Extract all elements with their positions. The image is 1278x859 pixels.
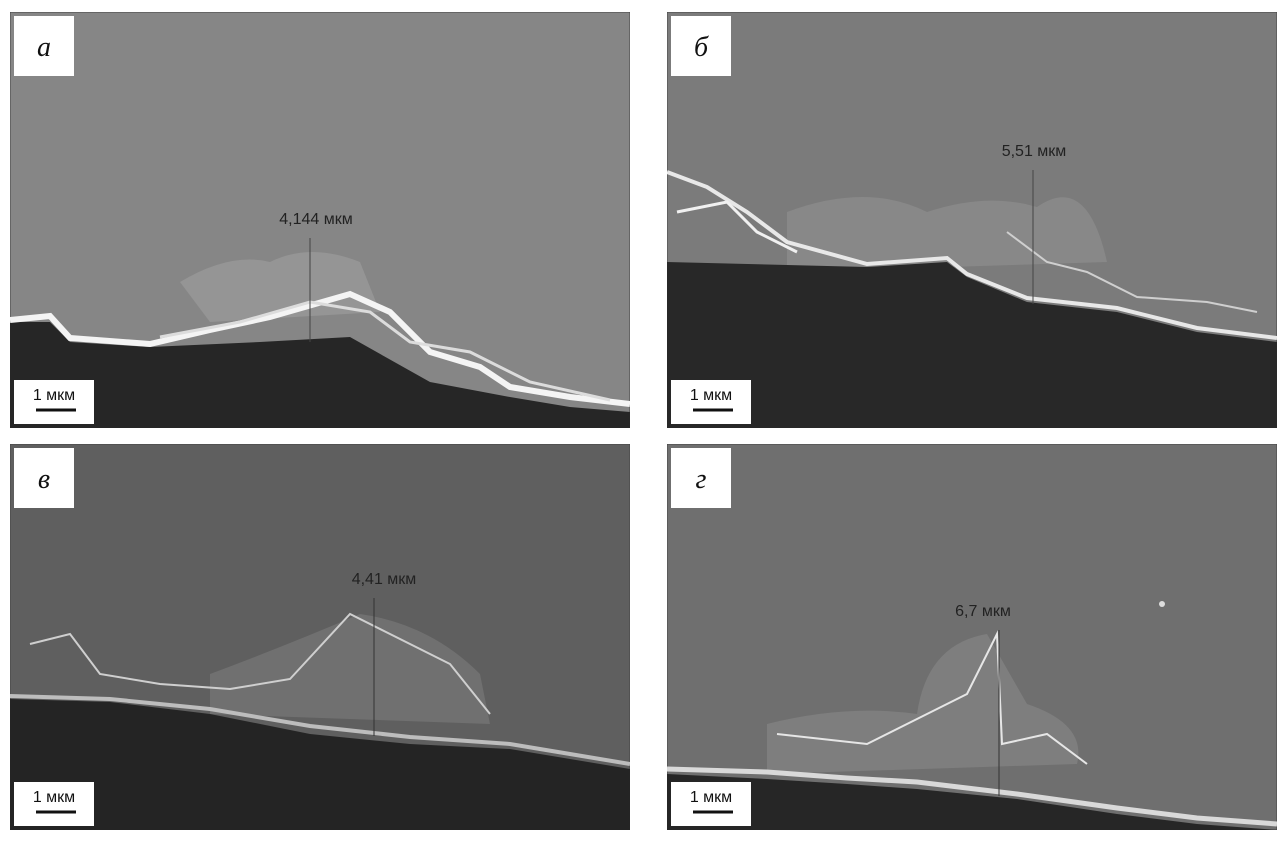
micrograph-b: 5,51 мкм б 1 мкм <box>667 12 1277 428</box>
layer <box>787 197 1107 272</box>
micrograph-a: 4,144 мкм а 1 мкм <box>10 12 630 428</box>
measurement: 4,144 мкм <box>279 211 352 228</box>
panel-label: в <box>38 464 50 495</box>
panel-label: б <box>694 32 709 63</box>
micrograph-c: 4,41 мкм в 1 мкм <box>10 444 630 830</box>
scale-text: 1 мкм <box>33 387 75 404</box>
measurement: 6,7 мкм <box>955 603 1011 620</box>
measurement: 5,51 мкм <box>1002 143 1067 160</box>
particle <box>1159 601 1165 607</box>
panel-label: г <box>696 464 707 495</box>
scale-text: 1 мкм <box>690 789 732 806</box>
panel-label: а <box>37 32 51 63</box>
scale-text: 1 мкм <box>690 387 732 404</box>
scale-text: 1 мкм <box>33 789 75 806</box>
measurement: 4,41 мкм <box>352 571 417 588</box>
micrograph-d: 6,7 мкм г 1 мкм <box>667 444 1277 830</box>
page: 4,144 мкм а 1 мкм 5,51 мкм б 1 мкм 4,41 … <box>0 0 1278 859</box>
